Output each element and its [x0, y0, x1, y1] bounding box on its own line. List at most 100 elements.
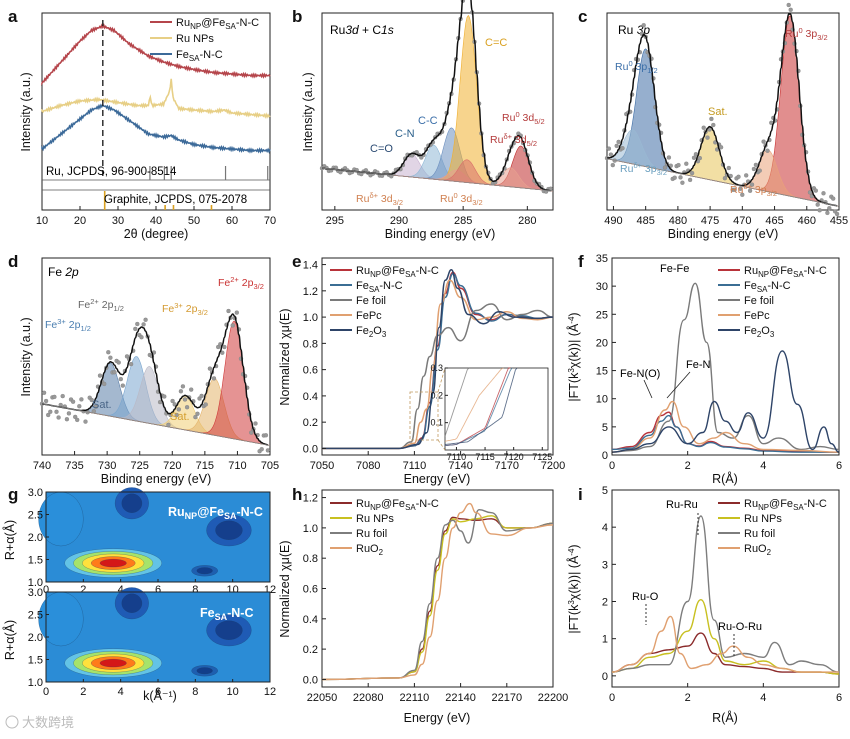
xtick-label: 22170 [492, 692, 523, 704]
ytick-label: 0.0 [303, 674, 318, 686]
panel-a-xlabel: 2θ (degree) [124, 227, 189, 241]
legend-label-part: RuO [744, 543, 767, 555]
panel-b-ylabel: Intensity (a.u.) [301, 72, 315, 151]
inset-xtick-label: 7125 [532, 452, 552, 462]
raw-data-point [89, 397, 94, 403]
xtick-label: 0 [609, 460, 615, 472]
legend-label: FeSA-N-C [744, 280, 791, 294]
xtick-label: 465 [765, 215, 783, 227]
inset-xtick-label: 7110 [447, 452, 466, 462]
raw-data-point [54, 409, 59, 414]
arrow-fe-n [666, 371, 691, 399]
a-xtick-label: 60 [226, 215, 238, 227]
raw-data-point [606, 146, 612, 151]
xtick-label: 22200 [538, 692, 569, 704]
raw-data-point [821, 191, 826, 196]
inset-series-3 [444, 367, 470, 437]
raw-data-point [610, 162, 615, 168]
raw-data-point [722, 176, 728, 181]
panel-g: g 0 2 4 6 8 10 121.01.52.02.53.00 2 4 6 8 10 121.01.… [2, 485, 276, 703]
inset-series-5 [444, 367, 518, 445]
xtick-label: 710 [228, 460, 246, 472]
label-ru0-3d32: Ru0 3d3/2 [440, 191, 483, 207]
xtick-label: 460 [798, 215, 816, 227]
panel-e-inset-connector-1 [437, 367, 446, 393]
panel-label-c: c [578, 7, 587, 26]
panel-a-xticks: 10 20 30 40 50 60 70 [36, 206, 276, 227]
xtick-label: 485 [636, 215, 654, 227]
series-line-4 [321, 502, 554, 681]
raw-data-point [199, 393, 204, 399]
ytick-label: 35 [596, 253, 608, 265]
ytick-label: 2 [602, 597, 608, 609]
series-line-2 [41, 78, 271, 119]
xtick-label: 720 [163, 460, 181, 472]
xtick-label: 470 [733, 215, 751, 227]
raw-data-point [263, 433, 269, 438]
legend-label-part: 3 [770, 330, 775, 339]
legend-label-a2: Ru NPs [176, 33, 214, 45]
raw-data-point [97, 373, 103, 378]
panel-e-ylabel: Normalized χμ(E) [278, 308, 292, 405]
legend-label-part: 3 [382, 330, 387, 339]
panel-label-h: h [292, 485, 302, 504]
legend-label: Fe foil [744, 295, 774, 307]
series-line-5 [321, 269, 554, 450]
xtick-label: 735 [65, 460, 83, 472]
legend-label-part: Fe foil [356, 295, 386, 307]
raw-data-point [108, 355, 113, 360]
e-ytick-label: 1.0 [303, 312, 318, 324]
legend-label-part: 2 [379, 548, 383, 557]
raw-data-point [43, 398, 49, 404]
heatmap-ytick-label: 1.0 [28, 677, 43, 689]
ytick-label: 0 [602, 671, 608, 683]
raw-data-point [182, 397, 188, 402]
heatmap-xtick-label: 6 [155, 584, 161, 596]
raw-data-point [614, 143, 619, 149]
raw-data-point [757, 168, 762, 173]
raw-data-point [157, 399, 163, 405]
label-ru-d-3p32-left: Ruδ+ 3p3/2 [620, 161, 667, 177]
panel-g-ylabel-bottom: R+α(Å) [2, 620, 17, 660]
ytick-label: 3 [602, 559, 608, 571]
e-ytick-label: 0.8 [303, 338, 318, 350]
legend-label: RuNP@FeSA-N-C [356, 498, 439, 512]
xtick-label: 725 [131, 460, 149, 472]
raw-data-point [211, 376, 217, 381]
legend-label: RuNP@FeSA-N-C [744, 498, 827, 512]
heatmap-ytick-label: 2.0 [28, 532, 43, 544]
raw-data-point [118, 376, 123, 382]
panel-e-inset-zoom-box [409, 391, 439, 441]
raw-data-point [744, 173, 749, 178]
background-line [321, 167, 554, 192]
panel-f: f 0 2 4 6 0 5 10 15 20 25 30 35 R(Å) |FT(k3χ(k))| (… [566, 252, 842, 486]
raw-data-point [732, 187, 737, 192]
raw-data-point [736, 174, 741, 179]
raw-data-point [265, 448, 271, 453]
label-ru0-3p32: Ru0 3p3/2 [785, 26, 828, 42]
ytick-label: 10 [596, 394, 608, 406]
raw-data-point [139, 335, 144, 340]
raw-data-point [684, 161, 689, 166]
raw-data-point [162, 394, 167, 399]
raw-data-point [259, 447, 264, 452]
raw-data-point [52, 394, 57, 400]
raw-data-point [64, 417, 70, 422]
series-line-3 [611, 515, 840, 673]
heatmap-ytick-label: 1.5 [28, 655, 43, 667]
label-fe3-2p12: Fe3+ 2p1/2 [45, 317, 91, 333]
raw-data-point [687, 177, 693, 183]
xtick-label: 290 [390, 215, 408, 227]
label-ru-d-3p32-right: Ruδ+ 3p3/2 [730, 182, 777, 198]
panel-c-xlabel: Binding energy (eV) [668, 227, 778, 241]
panel-f-frame [611, 257, 840, 456]
panel-d-xticks: 740 735 730 725 720 715 710 705 [33, 451, 279, 472]
raw-data-point [738, 186, 743, 191]
raw-data-point [662, 165, 668, 170]
e-xtick-label: 7140 [448, 460, 472, 472]
e-xtick-label: 7170 [495, 460, 519, 472]
xtick-label: 22080 [353, 692, 384, 704]
heatmap-ytick-label: 3.0 [28, 487, 43, 499]
